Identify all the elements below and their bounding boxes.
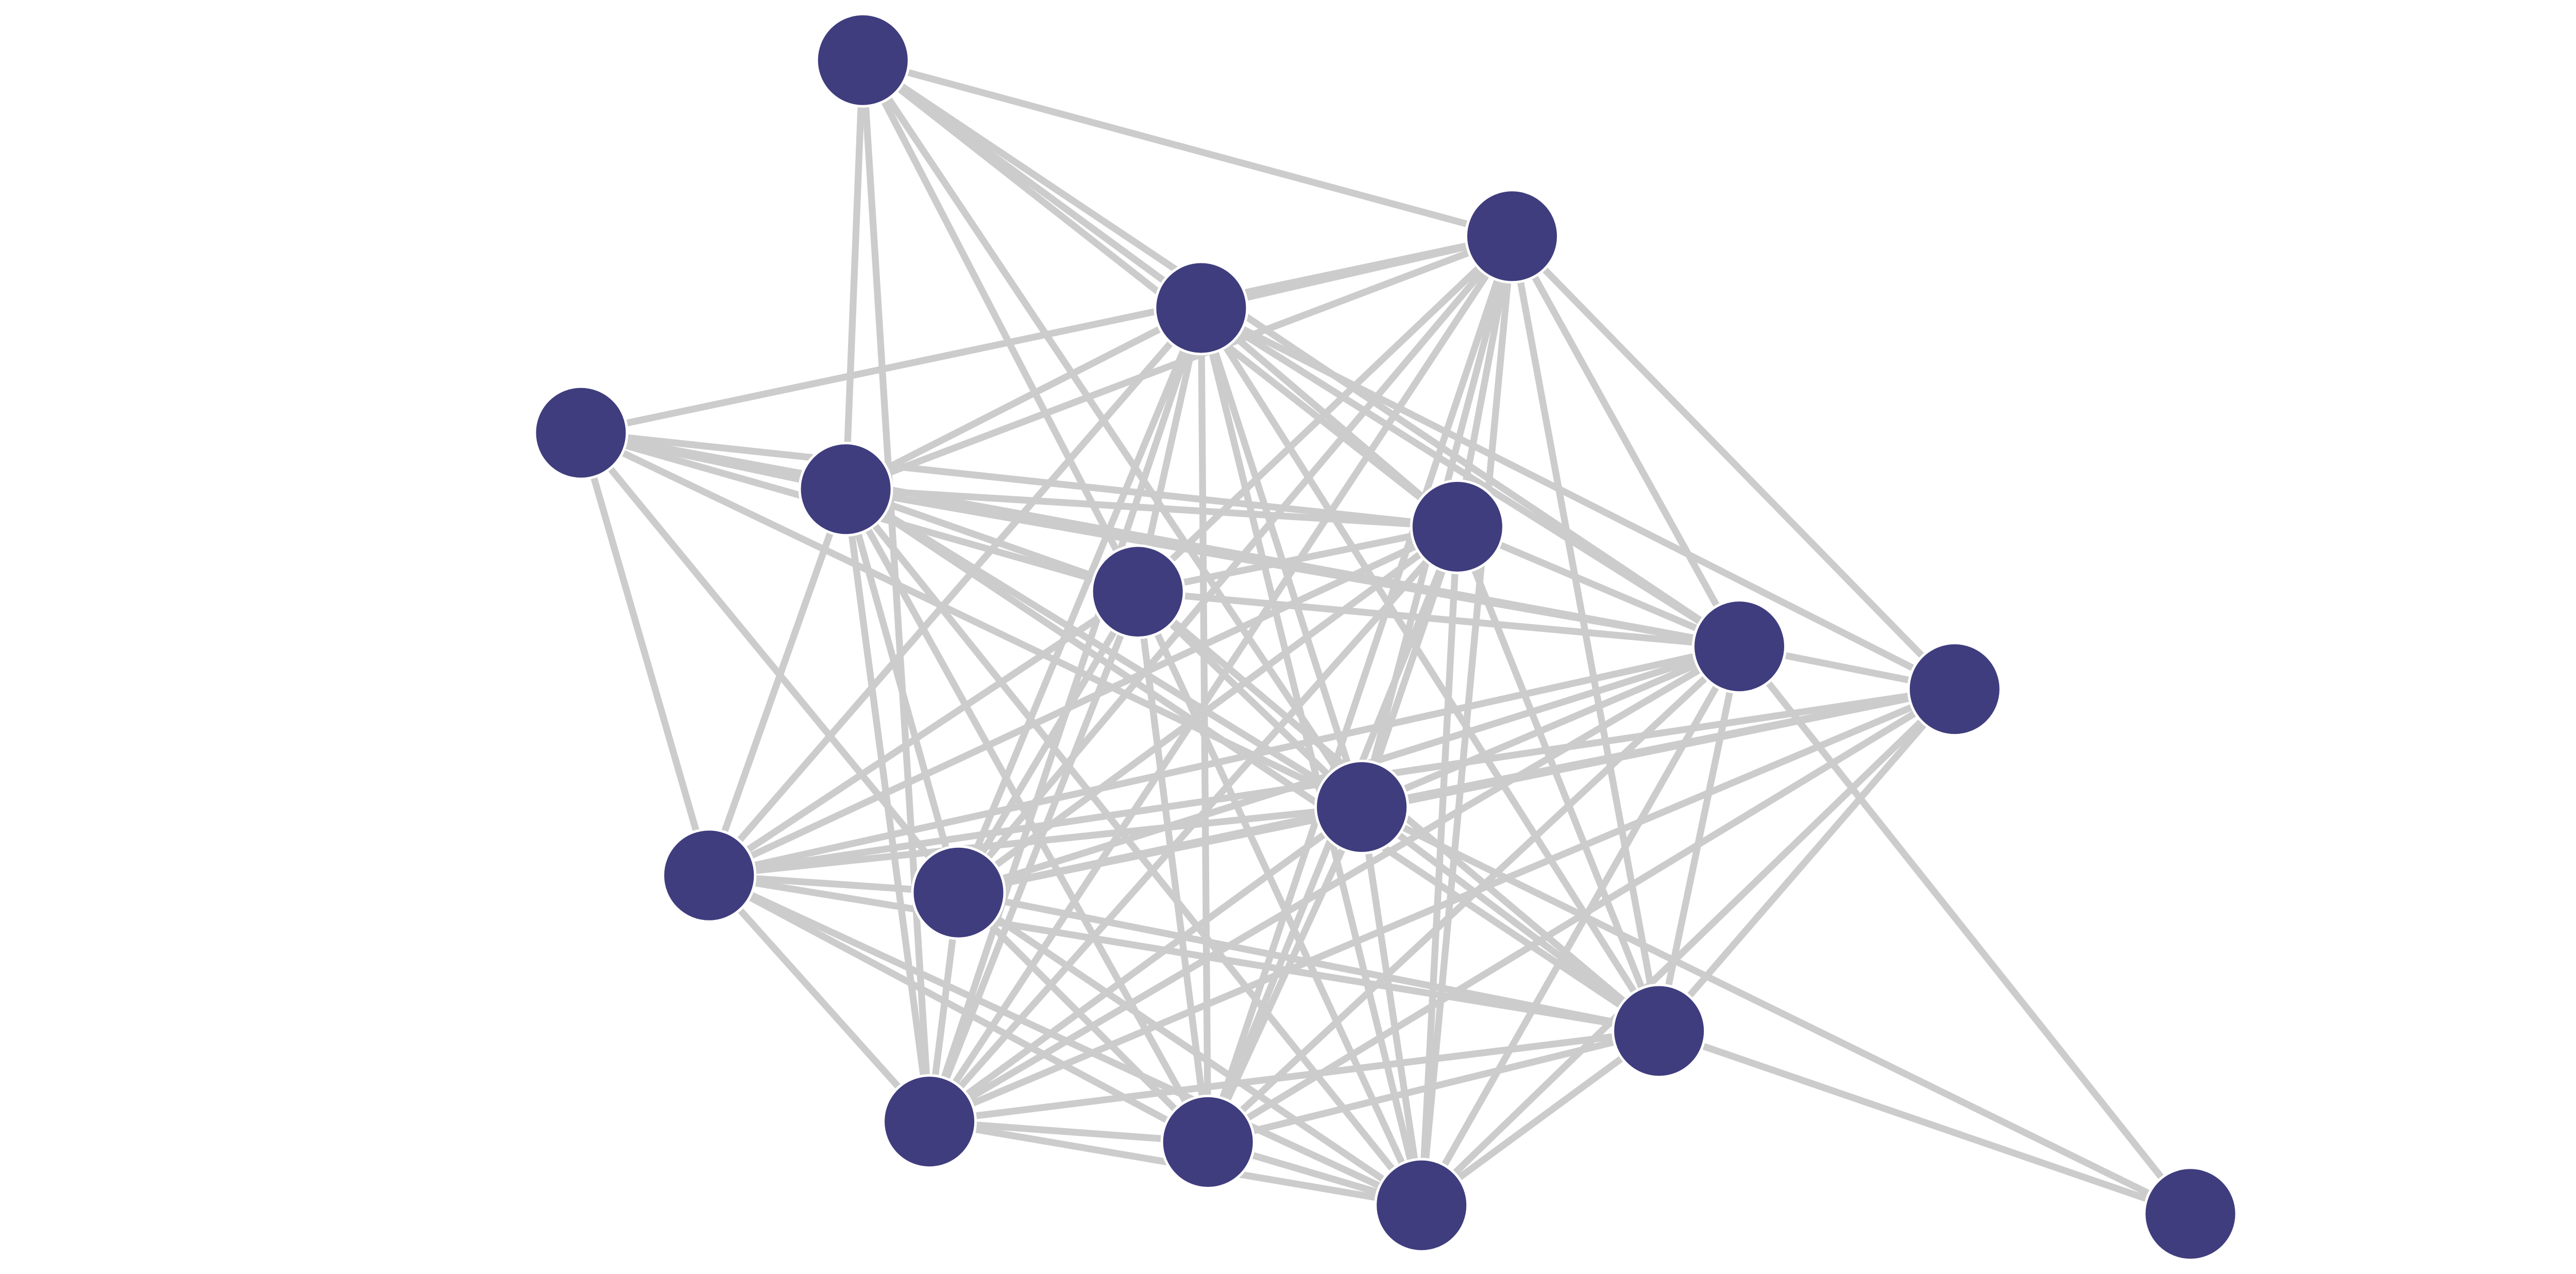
edge-1-13 [926, 234, 1515, 1124]
edge-10-12 [708, 872, 1660, 1034]
edge-2-9 [1198, 307, 1365, 809]
edge-8-15 [1419, 686, 1957, 1208]
node-n4 [798, 442, 893, 537]
node-n9 [1314, 759, 1410, 855]
edge-5-10 [707, 524, 1459, 879]
edge-5-7 [1456, 523, 1741, 650]
edge-0-4 [842, 60, 867, 490]
edge-2-7 [1199, 305, 1741, 649]
node-n1 [1464, 189, 1560, 284]
edge-0-13 [859, 60, 933, 1122]
node-n11 [911, 845, 1006, 940]
edge-9-12 [1360, 804, 1662, 1034]
edge-4-6 [844, 485, 1139, 595]
edge-3-11 [578, 430, 961, 895]
edge-9-16 [1360, 804, 2192, 1217]
edge-1-11 [956, 234, 1515, 895]
edge-11-14 [956, 890, 1211, 1145]
edge-6-13 [926, 590, 1141, 1123]
node-n12 [1612, 983, 1707, 1079]
edge-0-7 [861, 57, 1741, 649]
edge-6-10 [707, 589, 1140, 879]
edge-2-8 [1199, 305, 1956, 693]
edge-1-7 [1509, 234, 1742, 648]
edge-2-4 [844, 305, 1203, 493]
edge-9-15 [1358, 806, 1425, 1206]
edge-4-7 [845, 485, 1740, 650]
edge-7-16 [1736, 644, 2193, 1216]
edge-3-10 [578, 431, 713, 877]
edge-10-13 [706, 873, 933, 1124]
edge-4-10 [706, 488, 849, 877]
edge-2-5 [1199, 305, 1460, 530]
edge-7-10 [708, 643, 1740, 879]
edge-11-12 [958, 889, 1660, 1034]
edge-0-9 [860, 58, 1365, 809]
edge-3-5 [580, 429, 1458, 530]
edge-9-13 [927, 804, 1364, 1125]
edge-5-12 [1454, 525, 1663, 1032]
node-n7 [1691, 599, 1787, 694]
node-n10 [662, 828, 757, 923]
edge-12-15 [1419, 1028, 1662, 1209]
edge-9-10 [708, 803, 1362, 879]
edge-11-15 [956, 890, 1423, 1209]
edge-4-15 [843, 487, 1425, 1208]
node-n13 [882, 1074, 977, 1169]
node-n0 [815, 12, 910, 108]
edge-9-11 [958, 803, 1363, 896]
node-n5 [1410, 479, 1505, 575]
edge-1-8 [1510, 233, 1957, 692]
edge-6-7 [1138, 588, 1740, 650]
edge-1-14 [1205, 235, 1516, 1144]
edge-layer [578, 57, 2193, 1217]
edge-7-9 [1360, 643, 1741, 811]
edge-2-10 [706, 306, 1204, 878]
node-n15 [1374, 1158, 1469, 1253]
node-n2 [1154, 260, 1249, 356]
edge-6-11 [955, 590, 1141, 895]
node-n16 [2143, 1166, 2238, 1262]
edge-1-3 [580, 232, 1513, 437]
edge-2-12 [1198, 306, 1662, 1033]
node-n14 [1160, 1094, 1256, 1190]
edge-10-15 [707, 872, 1423, 1209]
edge-5-6 [1137, 523, 1459, 595]
edge-4-5 [845, 485, 1458, 530]
node-n3 [533, 385, 629, 480]
edge-12-16 [1657, 1028, 2192, 1217]
edge-0-1 [862, 57, 1513, 240]
node-layer [533, 12, 2238, 1262]
edge-12-14 [1207, 1027, 1660, 1146]
node-n8 [1907, 642, 2002, 737]
edge-2-11 [955, 307, 1205, 894]
edge-12-13 [929, 1027, 1659, 1125]
edge-8-13 [928, 686, 1956, 1125]
edge-4-13 [842, 489, 933, 1122]
node-n6 [1090, 544, 1185, 640]
edge-1-15 [1418, 236, 1516, 1206]
